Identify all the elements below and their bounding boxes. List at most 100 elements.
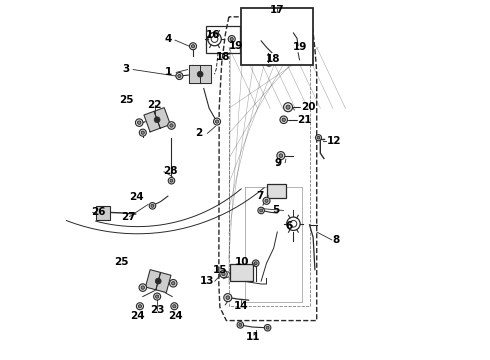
- Circle shape: [170, 179, 173, 182]
- Circle shape: [266, 326, 269, 329]
- Bar: [205, 26, 240, 53]
- Circle shape: [297, 45, 300, 48]
- Circle shape: [141, 286, 145, 289]
- Circle shape: [216, 120, 219, 123]
- Polygon shape: [154, 108, 171, 128]
- Circle shape: [252, 260, 259, 266]
- Circle shape: [139, 129, 147, 136]
- Circle shape: [214, 118, 220, 125]
- Text: 8: 8: [332, 235, 340, 245]
- Circle shape: [172, 282, 175, 285]
- Circle shape: [237, 321, 244, 328]
- Circle shape: [192, 45, 195, 48]
- Circle shape: [230, 37, 233, 41]
- Circle shape: [168, 177, 175, 184]
- Circle shape: [297, 58, 302, 63]
- Circle shape: [258, 207, 265, 214]
- Circle shape: [138, 305, 142, 308]
- Circle shape: [154, 117, 160, 123]
- Circle shape: [284, 103, 293, 112]
- Circle shape: [155, 295, 159, 298]
- Polygon shape: [156, 273, 171, 293]
- Circle shape: [190, 43, 196, 50]
- Polygon shape: [144, 111, 160, 132]
- Circle shape: [178, 75, 181, 78]
- Text: 9: 9: [274, 158, 282, 168]
- Text: 24: 24: [130, 311, 145, 320]
- Circle shape: [141, 131, 145, 134]
- Bar: [267, 184, 286, 198]
- Text: 12: 12: [327, 136, 341, 146]
- Circle shape: [260, 209, 263, 212]
- Circle shape: [316, 135, 321, 141]
- Circle shape: [139, 284, 147, 291]
- Circle shape: [228, 36, 235, 42]
- Circle shape: [170, 124, 173, 127]
- Circle shape: [135, 119, 143, 126]
- Text: 25: 25: [120, 95, 134, 105]
- Text: 19: 19: [229, 41, 243, 51]
- Text: 16: 16: [206, 30, 220, 40]
- Circle shape: [286, 105, 290, 109]
- Circle shape: [282, 118, 285, 121]
- Circle shape: [263, 197, 270, 204]
- Text: 14: 14: [234, 301, 249, 311]
- Circle shape: [298, 59, 301, 62]
- Text: 11: 11: [245, 332, 260, 342]
- Circle shape: [138, 121, 141, 124]
- Text: 1: 1: [165, 67, 172, 77]
- Bar: [230, 264, 253, 281]
- Circle shape: [154, 293, 161, 300]
- Circle shape: [268, 61, 270, 64]
- Circle shape: [264, 324, 271, 331]
- Circle shape: [170, 279, 177, 287]
- Text: 18: 18: [266, 54, 280, 64]
- Circle shape: [171, 303, 178, 310]
- Circle shape: [136, 303, 144, 310]
- Circle shape: [149, 203, 156, 209]
- Polygon shape: [200, 65, 211, 83]
- Circle shape: [151, 204, 154, 207]
- Text: 23: 23: [150, 305, 164, 315]
- Text: 17: 17: [270, 5, 285, 15]
- Circle shape: [254, 262, 257, 265]
- Text: 6: 6: [286, 221, 293, 231]
- Circle shape: [317, 136, 320, 139]
- Circle shape: [266, 59, 272, 66]
- Text: 25: 25: [114, 257, 128, 267]
- Polygon shape: [146, 270, 161, 290]
- Text: 24: 24: [129, 192, 144, 202]
- Text: 10: 10: [235, 257, 249, 267]
- Circle shape: [222, 272, 225, 276]
- Text: 4: 4: [164, 34, 171, 44]
- Circle shape: [280, 116, 288, 123]
- Circle shape: [220, 270, 227, 278]
- Text: 26: 26: [92, 207, 106, 217]
- Text: 19: 19: [293, 42, 307, 51]
- Text: 3: 3: [122, 64, 129, 74]
- Circle shape: [224, 294, 232, 302]
- Text: 22: 22: [147, 100, 162, 110]
- Circle shape: [176, 72, 183, 80]
- Polygon shape: [190, 65, 200, 83]
- Circle shape: [173, 305, 176, 308]
- Circle shape: [239, 323, 242, 327]
- Circle shape: [277, 152, 285, 159]
- Text: 27: 27: [121, 212, 136, 221]
- Circle shape: [197, 71, 203, 77]
- Text: 2: 2: [196, 128, 203, 138]
- Circle shape: [279, 154, 283, 157]
- Text: 24: 24: [168, 311, 182, 320]
- Text: 5: 5: [272, 206, 280, 216]
- Circle shape: [265, 199, 268, 202]
- Text: 18: 18: [216, 52, 231, 62]
- Circle shape: [168, 122, 175, 129]
- Text: 13: 13: [200, 276, 215, 286]
- Text: 28: 28: [163, 166, 178, 176]
- Text: 20: 20: [301, 102, 316, 112]
- Circle shape: [155, 278, 161, 284]
- Circle shape: [226, 296, 230, 300]
- Text: 7: 7: [257, 191, 264, 201]
- Circle shape: [295, 43, 302, 50]
- Bar: [242, 8, 313, 65]
